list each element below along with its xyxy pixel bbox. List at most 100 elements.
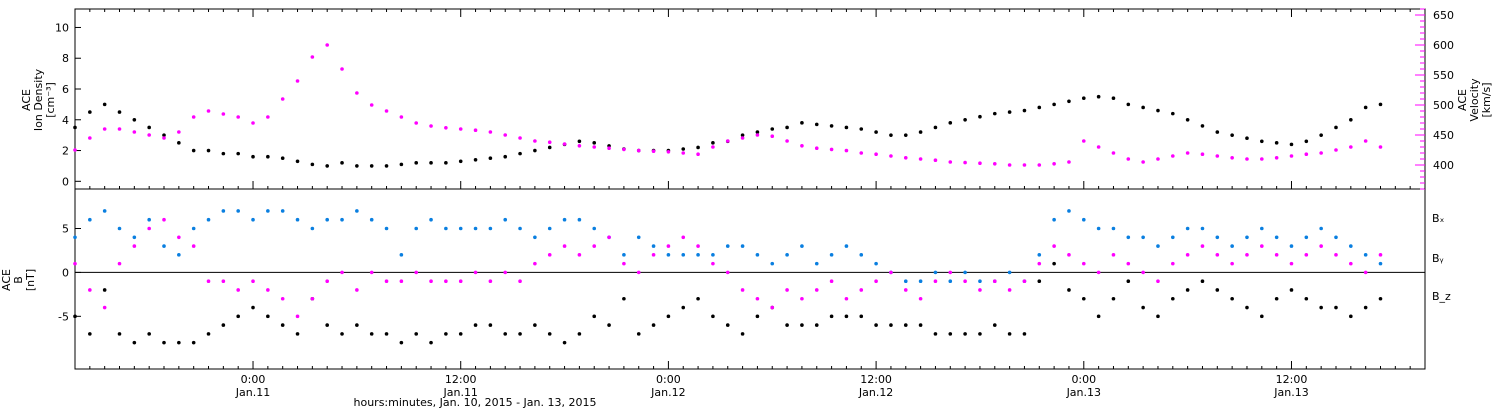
bottom-point: [310, 226, 315, 231]
bottom-point: [1260, 244, 1264, 248]
bottom-point: [1037, 261, 1042, 266]
bottom-point: [488, 279, 493, 283]
top-point: [933, 158, 938, 162]
bottom-point: [1245, 305, 1249, 310]
top-right-axis-title-line-2: Velocity: [1468, 78, 1481, 122]
top-point: [1200, 124, 1205, 128]
bottom-point: [1378, 253, 1383, 257]
bottom-point: [918, 323, 923, 327]
top-point: [1260, 157, 1264, 161]
bottom-point: [800, 244, 804, 248]
bottom-point: [340, 270, 344, 275]
top-right-tick-label: 600: [1433, 39, 1454, 52]
bottom-axis-title-line-2: B: [12, 276, 25, 284]
bottom-panel-points: [73, 209, 1383, 345]
bottom-point: [666, 244, 671, 248]
top-point: [918, 130, 923, 134]
bottom-point: [1081, 296, 1086, 301]
legend-bx: Bₓ: [1432, 212, 1445, 225]
top-point: [844, 125, 849, 130]
bottom-point: [384, 279, 389, 283]
top-point: [577, 139, 582, 144]
bottom-point: [933, 279, 938, 283]
bottom-point: [622, 261, 626, 266]
bottom-point: [369, 217, 374, 222]
bottom-point: [859, 253, 864, 257]
bottom-point: [1200, 279, 1205, 283]
bottom-point: [102, 209, 107, 213]
top-point: [414, 161, 419, 165]
top-point: [473, 157, 478, 162]
top-point: [800, 121, 804, 125]
top-point: [1245, 136, 1249, 141]
bottom-point: [325, 217, 329, 222]
bottom-point: [414, 226, 419, 231]
bottom-axis-title: ACE B [nT]: [0, 269, 37, 291]
bottom-point: [325, 279, 329, 283]
bottom-point: [562, 340, 567, 345]
top-right-tick-label: 500: [1433, 99, 1454, 112]
bottom-point: [1215, 288, 1220, 292]
top-point: [740, 133, 745, 137]
top-panel-ticks: 0 2 4 6 8 10 400 450 500 550 600 650: [55, 8, 1454, 190]
bottom-point: [622, 296, 626, 301]
bottom-point: [1185, 253, 1190, 257]
top-point: [102, 102, 107, 107]
bottom-point: [236, 288, 240, 292]
top-point: [1141, 160, 1145, 164]
top-point: [1037, 163, 1042, 167]
top-point: [117, 127, 122, 131]
top-point: [102, 127, 107, 131]
bottom-point: [918, 296, 923, 301]
bottom-point: [1171, 261, 1175, 266]
bottom-point: [696, 253, 700, 257]
bottom-point: [1200, 226, 1205, 231]
bottom-point: [280, 323, 285, 327]
bottom-point: [800, 296, 804, 301]
bottom-point: [340, 217, 344, 222]
top-right-axis-title: ACE Velocity [km/s]: [1456, 78, 1493, 122]
top-point: [1111, 151, 1116, 155]
bottom-point: [444, 279, 448, 283]
top-point: [88, 136, 92, 140]
top-point: [1230, 156, 1234, 160]
bottom-point: [132, 340, 137, 345]
bottom-point: [1156, 279, 1160, 283]
bottom-point: [251, 217, 255, 222]
bottom-point: [117, 332, 122, 336]
bottom-point: [1363, 305, 1368, 310]
bottom-point: [1304, 253, 1309, 257]
bottom-point: [1096, 270, 1101, 275]
bottom-point: [266, 288, 270, 292]
top-point: [503, 154, 508, 159]
bottom-point: [280, 209, 285, 213]
top-left-tick-label: 8: [62, 52, 69, 65]
bottom-point: [711, 314, 715, 319]
bottom-point: [102, 305, 107, 310]
bottom-point: [117, 226, 122, 231]
bottom-point: [399, 340, 404, 345]
bottom-point: [162, 340, 166, 345]
bottom-point: [725, 323, 730, 327]
top-point: [651, 149, 656, 153]
bottom-point: [1171, 235, 1175, 240]
top-point: [1171, 111, 1175, 116]
top-point: [933, 125, 938, 130]
top-point: [488, 156, 493, 161]
bottom-point: [1141, 270, 1145, 275]
top-point: [280, 156, 285, 161]
top-point: [1289, 142, 1294, 147]
top-point: [251, 121, 255, 125]
bottom-point: [162, 217, 166, 222]
top-point: [1319, 133, 1323, 137]
top-point: [488, 130, 493, 134]
top-point: [384, 109, 389, 113]
top-point: [1334, 148, 1338, 152]
bottom-point: [458, 226, 463, 231]
top-point: [1022, 108, 1027, 113]
bottom-point: [73, 261, 77, 266]
x-axis-title: hours:minutes, Jan. 10, 2015 - Jan. 13, …: [354, 396, 597, 409]
bottom-point: [1156, 314, 1160, 319]
bottom-point: [132, 244, 137, 248]
